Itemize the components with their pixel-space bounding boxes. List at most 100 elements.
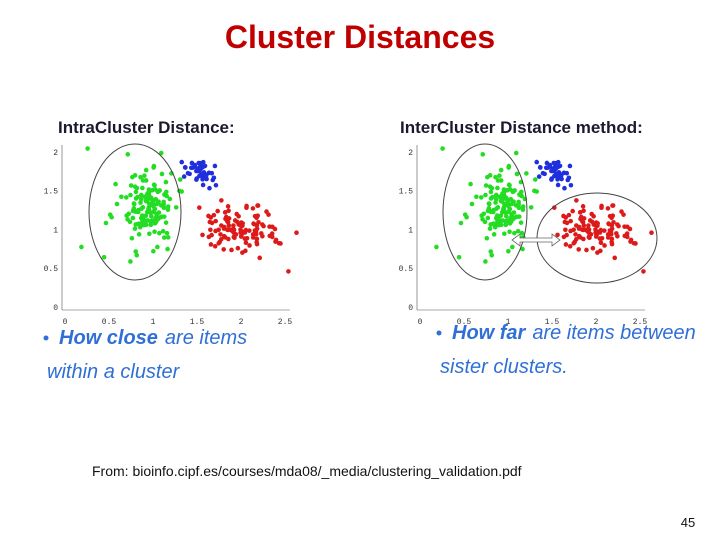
- dot: [212, 244, 218, 249]
- dot: [591, 213, 596, 219]
- dot: [506, 165, 511, 170]
- dot: [574, 198, 579, 203]
- dot: [294, 230, 299, 236]
- dot: [250, 235, 256, 240]
- dot: [534, 159, 540, 165]
- dot: [520, 204, 526, 209]
- dot: [225, 219, 231, 225]
- dot: [128, 183, 134, 188]
- dot: [586, 223, 591, 228]
- dot: [138, 196, 144, 202]
- dot: [250, 206, 256, 211]
- bullet-dot: [43, 335, 49, 341]
- y-tick-label: 0: [408, 304, 413, 313]
- dot: [156, 210, 162, 215]
- dot: [253, 229, 259, 235]
- dot: [138, 215, 144, 221]
- dot: [146, 187, 152, 192]
- x-tick-label: 2.5: [278, 318, 293, 327]
- dot: [514, 214, 520, 220]
- dot: [129, 235, 135, 241]
- dot: [483, 183, 489, 188]
- dot: [247, 243, 252, 248]
- dot: [609, 215, 614, 221]
- dot: [598, 240, 604, 246]
- dot: [506, 182, 512, 188]
- dot: [495, 205, 501, 210]
- dot: [143, 213, 149, 218]
- dot: [498, 167, 504, 173]
- dot: [573, 237, 579, 242]
- dot: [489, 221, 495, 227]
- dot: [177, 177, 183, 182]
- dot: [179, 159, 185, 165]
- dot: [130, 174, 135, 180]
- dot: [563, 227, 568, 233]
- dot: [566, 212, 572, 218]
- dot: [260, 233, 265, 239]
- dot: [486, 201, 492, 207]
- dot: [165, 204, 171, 209]
- dot: [165, 235, 171, 240]
- dot: [622, 224, 627, 229]
- dot: [488, 249, 494, 254]
- dot: [200, 232, 205, 238]
- dot: [231, 234, 237, 240]
- dot: [133, 249, 139, 254]
- dot: [591, 222, 597, 227]
- dot: [481, 211, 487, 217]
- dot: [161, 235, 167, 240]
- dot: [485, 208, 491, 214]
- dot: [136, 232, 142, 237]
- dot: [488, 189, 494, 195]
- dot: [226, 236, 231, 242]
- dot: [219, 223, 224, 228]
- y-tick-label: 0.5: [44, 265, 59, 274]
- dot: [286, 269, 291, 274]
- y-tick-label: 1.5: [399, 188, 414, 197]
- dot: [156, 188, 161, 194]
- dot: [142, 194, 148, 199]
- dot: [188, 165, 194, 171]
- dot: [182, 165, 188, 170]
- dot: [515, 228, 521, 234]
- dot: [631, 240, 637, 246]
- dot: [257, 255, 263, 261]
- dot: [114, 201, 120, 207]
- dot: [142, 173, 147, 179]
- dot: [495, 178, 501, 183]
- dot: [577, 210, 583, 215]
- dot: [254, 241, 260, 247]
- dot: [238, 227, 243, 232]
- dot: [196, 160, 201, 166]
- dot: [568, 228, 573, 234]
- dot: [242, 236, 248, 241]
- dot: [162, 192, 167, 197]
- dot: [612, 255, 618, 261]
- dot: [211, 212, 217, 218]
- dot: [474, 194, 479, 200]
- dot: [602, 228, 607, 233]
- figure-heading: InterCluster Distance method:: [400, 118, 643, 137]
- dot: [125, 152, 131, 157]
- dot: [273, 237, 279, 243]
- dot: [244, 203, 249, 209]
- y-tick-label: 1: [408, 226, 413, 235]
- dot: [226, 208, 231, 214]
- dot: [536, 174, 542, 179]
- dot: [503, 202, 508, 208]
- dot: [507, 229, 512, 235]
- dot: [580, 204, 586, 209]
- dot: [163, 220, 169, 225]
- dot: [489, 252, 495, 258]
- dot: [107, 212, 113, 217]
- dot: [240, 250, 245, 255]
- dot: [506, 209, 512, 215]
- dot: [576, 226, 582, 231]
- dot: [503, 222, 509, 228]
- dot: [163, 179, 169, 185]
- dot: [587, 218, 593, 223]
- dot: [608, 229, 614, 235]
- dot: [200, 182, 206, 188]
- dot: [528, 205, 534, 210]
